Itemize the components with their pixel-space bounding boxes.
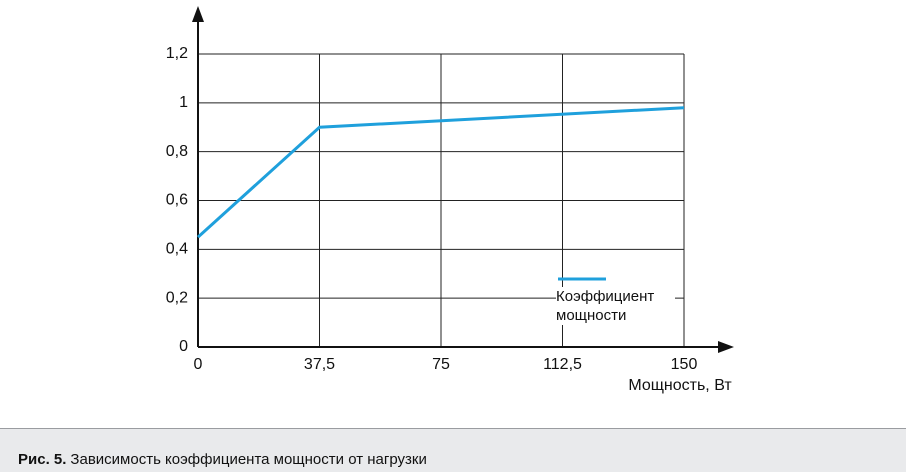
x-tick-label: 0 <box>194 356 203 373</box>
chart: Мощность, Вт 0 0,2 0,4 0,6 0,8 1 1,2 0 37,5 75 112… <box>166 6 734 394</box>
caption: Рис. 5. Зависимость коэффициента мощности… <box>0 428 906 472</box>
x-tick-label: 150 <box>671 356 698 373</box>
y-tick-label: 1,2 <box>166 45 188 62</box>
caption-text: Зависимость коэффициента мощности от наг… <box>70 451 427 468</box>
x-tick-label: 75 <box>432 356 450 373</box>
x-axis-label: Мощность, Вт <box>628 377 732 394</box>
y-tick-label: 0,4 <box>166 241 188 258</box>
caption-number: Рис. 5. <box>18 451 67 468</box>
y-tick-label: 1 <box>179 94 188 111</box>
x-axis-arrow <box>718 341 734 353</box>
line <box>196 106 685 239</box>
y-tick-label: 0 <box>179 338 188 355</box>
x-tick-label: 112,5 <box>543 356 582 373</box>
legend-label: Коэффициент мощности <box>556 287 675 325</box>
y-tick-label: 0,6 <box>166 192 188 209</box>
y-axis-arrow <box>192 6 204 22</box>
y-tick-label: 0,8 <box>166 143 188 160</box>
y-tick-label: 0,2 <box>166 289 188 306</box>
x-tick-label: 37,5 <box>304 356 335 373</box>
